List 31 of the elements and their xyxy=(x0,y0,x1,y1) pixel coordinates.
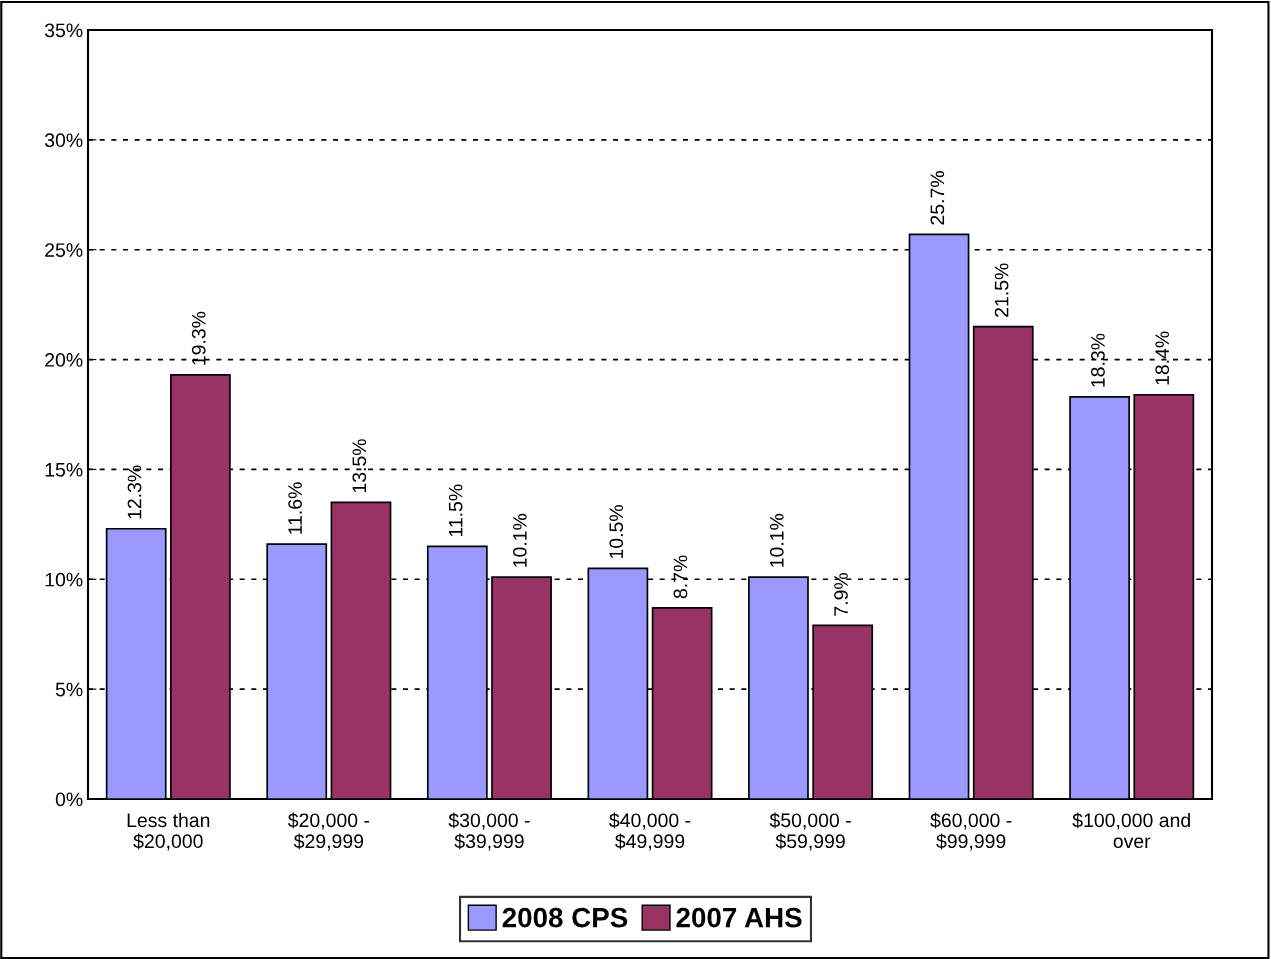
x-tick-label: Less than $20,000 xyxy=(127,812,210,851)
data-label: 19.3% xyxy=(191,311,206,365)
data-label: 13.5% xyxy=(352,439,367,493)
data-label: 10.5% xyxy=(609,505,624,559)
data-label: 11.5% xyxy=(448,484,463,537)
y-tick-label: 5% xyxy=(55,682,83,697)
y-tick-label: 25% xyxy=(45,243,83,257)
y-tick-label: 35% xyxy=(44,23,83,38)
x-tick-label: $100,000 and over xyxy=(1072,812,1190,849)
y-tick-label: 10% xyxy=(45,572,83,587)
data-label: 25.7% xyxy=(930,171,945,225)
y-tick-label: 15% xyxy=(45,462,83,477)
x-tick-label: $30,000 - $39,999 xyxy=(448,812,530,851)
x-tick-label: $40,000 - $49,999 xyxy=(609,812,691,851)
x-tick-label: $60,000 - $99,999 xyxy=(930,812,1012,851)
x-tick-label: $20,000 - $29,999 xyxy=(287,812,370,851)
data-label: 18.4% xyxy=(1155,331,1170,385)
legend-label: 2008 CPS xyxy=(502,907,628,928)
data-label: 21.5% xyxy=(994,263,1009,317)
y-tick-label: 0% xyxy=(55,792,83,807)
data-label: 10.1% xyxy=(512,513,527,567)
data-label: 18.3% xyxy=(1091,333,1105,387)
y-tick-label: 30% xyxy=(44,133,83,148)
x-tick-label: $50,000 - $59,999 xyxy=(769,812,851,851)
y-tick-label: 20% xyxy=(45,353,83,367)
legend-label: 2007 AHS xyxy=(676,907,802,928)
data-label: 12.3% xyxy=(127,465,142,519)
data-label: 10.1% xyxy=(769,513,784,567)
data-label: 11.6% xyxy=(288,482,302,534)
data-label: 7.9% xyxy=(834,573,848,616)
data-label: 8.7% xyxy=(673,555,688,599)
